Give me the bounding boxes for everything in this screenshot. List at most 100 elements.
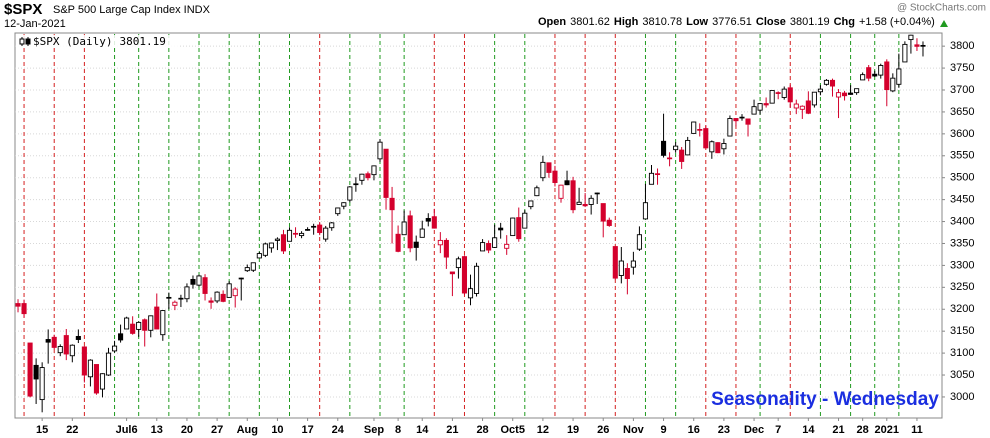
candle-body — [872, 73, 878, 77]
candle-body — [510, 217, 516, 237]
candle-body — [914, 44, 920, 47]
watermark: @ StockCharts.com — [897, 3, 986, 14]
candle-body — [600, 203, 606, 222]
y-tick-label: 3200 — [950, 303, 974, 315]
candle-body — [793, 103, 799, 109]
candle-body — [691, 121, 697, 134]
candle-body — [425, 218, 431, 222]
candle-body — [244, 267, 250, 272]
candle-body — [286, 229, 293, 242]
candle-body — [401, 221, 407, 236]
x-tick-label: 20 — [181, 424, 193, 436]
candle-body — [703, 128, 709, 149]
candle-body — [305, 228, 311, 231]
candle-body — [455, 258, 461, 269]
change-value: +1.58 (+0.04%) — [859, 16, 935, 28]
candle-body — [480, 242, 486, 252]
candle-body — [443, 239, 449, 258]
candle-body — [679, 149, 685, 162]
x-tick-label: 17 — [301, 424, 313, 436]
candle-body — [292, 232, 299, 235]
ohlc-value: 3810.78 — [642, 16, 682, 28]
candle-body — [570, 180, 576, 211]
candle-body — [498, 227, 504, 231]
candle-body — [528, 200, 534, 208]
candle-body — [805, 100, 811, 114]
x-tick-label: 23 — [718, 424, 730, 436]
x-tick-label: Dec — [744, 424, 764, 436]
candle-body — [148, 315, 154, 331]
ohlc-value: 3801.19 — [790, 16, 830, 28]
candle-body — [461, 256, 468, 294]
candle-body — [329, 222, 335, 229]
candle-body — [745, 118, 751, 125]
candle-body — [848, 92, 854, 95]
legend-value: 3801.19 — [119, 35, 165, 48]
candle-body — [407, 215, 413, 249]
ohlc-label: Open — [538, 16, 566, 28]
candle-body — [661, 140, 667, 156]
x-tick-label: 8 — [395, 424, 401, 436]
y-tick-label: 3700 — [950, 84, 974, 96]
candle-body — [624, 268, 630, 280]
candle-body — [154, 306, 160, 330]
candle-body — [522, 212, 528, 229]
candle-body — [437, 239, 443, 246]
x-tick-label: Nov — [623, 424, 645, 436]
candle-body — [250, 262, 256, 271]
candle-body — [733, 118, 739, 122]
y-tick-label: 3750 — [950, 62, 974, 74]
x-tick-label: Oct5 — [500, 424, 524, 436]
candle-body — [654, 173, 661, 176]
candle-body — [558, 184, 564, 199]
candle-body — [184, 286, 190, 300]
candle-body — [854, 88, 860, 94]
candles — [15, 34, 926, 413]
candle-body — [618, 260, 624, 276]
candle-body — [715, 142, 721, 154]
candle-body — [268, 242, 274, 249]
candle-body — [769, 89, 775, 104]
candle-body — [208, 300, 214, 303]
candle-body — [697, 129, 703, 131]
candle-body — [685, 139, 691, 156]
candle-body — [721, 143, 727, 150]
annotation: Seasonality - Wednesday — [711, 389, 939, 410]
y-tick-label: 3050 — [950, 369, 974, 381]
candle-body — [896, 68, 902, 85]
candle-body — [21, 303, 27, 315]
x-tick-label: Jul6 — [116, 424, 138, 436]
x-tick-label: 16 — [688, 424, 700, 436]
grid: 3000 3050 3100 3150 3200 3250 3300 3350 3400 3450… — [15, 40, 974, 436]
x-tick-label: 14 — [802, 424, 815, 436]
candle-body — [93, 364, 99, 394]
y-tick-label: 3600 — [950, 128, 974, 140]
y-tick-label: 3650 — [950, 106, 974, 118]
candle-body — [486, 243, 492, 251]
x-tick-label: 28 — [476, 424, 488, 436]
candle-body — [99, 373, 106, 390]
y-tick-label: 3500 — [950, 172, 974, 184]
candle-body — [136, 321, 142, 330]
candle-body — [353, 183, 359, 186]
candle-body — [335, 207, 341, 215]
candle-body — [317, 224, 323, 233]
x-tick-label: 22 — [66, 424, 78, 436]
candle-body — [473, 265, 480, 294]
candle-body — [642, 202, 649, 220]
candle-body — [763, 103, 769, 106]
plot-frame — [14, 32, 943, 419]
legend-icon — [25, 38, 31, 45]
candle-body — [902, 43, 908, 63]
candle-body — [564, 180, 570, 186]
candle-body — [606, 219, 612, 226]
candle-body — [118, 333, 124, 341]
candle-body — [866, 67, 872, 79]
ohlc-label: Chg — [834, 16, 855, 28]
candle-body — [238, 277, 244, 280]
symbol: $SPX — [4, 1, 42, 18]
y-tick-label: 3400 — [950, 215, 974, 227]
candle-body — [884, 61, 890, 91]
candle-body — [920, 44, 926, 47]
candle-body — [534, 187, 540, 197]
